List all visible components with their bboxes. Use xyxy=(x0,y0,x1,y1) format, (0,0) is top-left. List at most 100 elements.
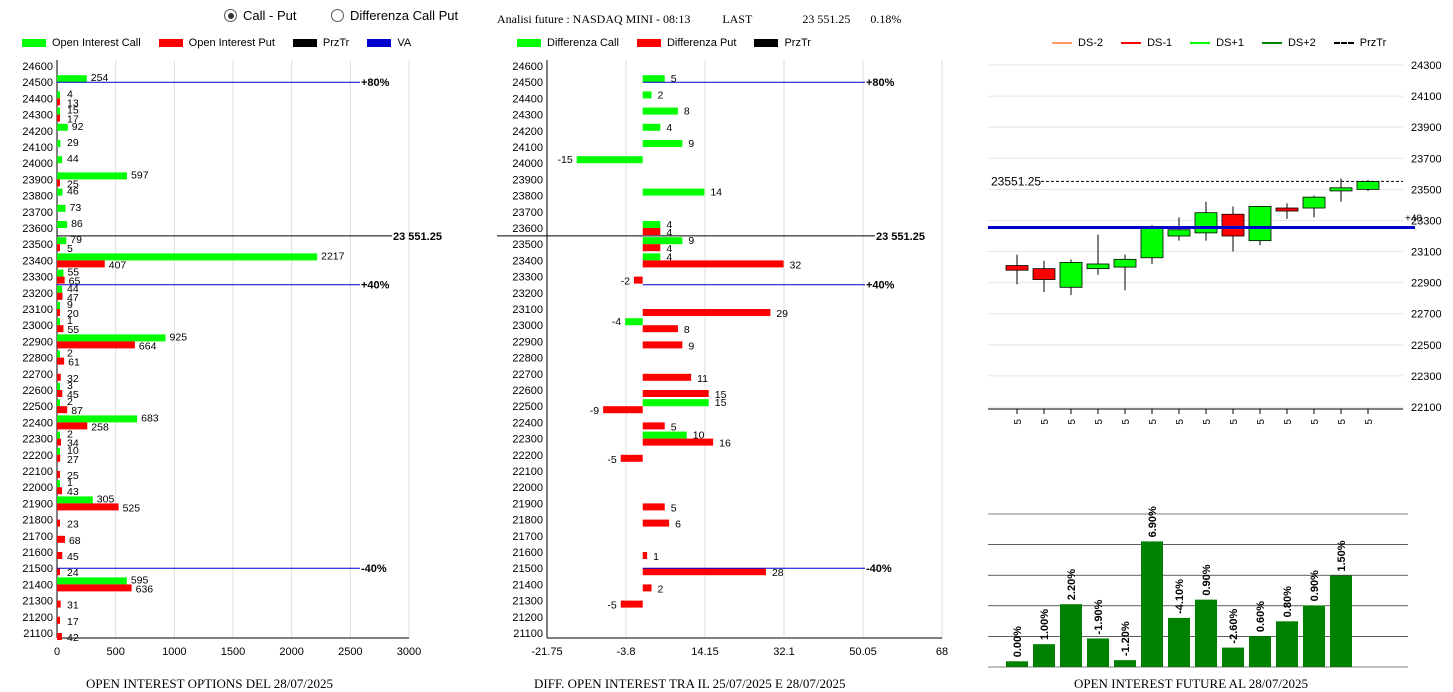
put-diff-bar xyxy=(642,309,771,316)
strike-label: 23200 xyxy=(512,288,543,300)
put-bar-label: 25 xyxy=(67,470,79,482)
put-diff-bar xyxy=(642,373,692,381)
put-bar xyxy=(57,519,60,527)
strike-label: 24200 xyxy=(512,126,543,138)
strike-label: 24100 xyxy=(22,142,53,154)
call-bar-label: 46 xyxy=(67,186,79,198)
future-title: Analisi future : NASDAQ MINI - 08:13 xyxy=(497,12,691,26)
future-bar xyxy=(1114,660,1136,667)
strike-label: 21600 xyxy=(512,547,543,559)
call-bar xyxy=(57,415,138,423)
strike-label: 23300 xyxy=(22,272,53,284)
strike-label: 22000 xyxy=(22,482,53,494)
strike-label: 24400 xyxy=(512,93,543,105)
date-label: 18/07/2025 xyxy=(1175,419,1186,425)
y-tick-label: 23300 xyxy=(1411,215,1442,227)
call-bar-label: 15 xyxy=(67,105,79,117)
put-diff-label: 11 xyxy=(697,373,708,385)
future-bar xyxy=(1141,541,1163,667)
call-bar xyxy=(57,221,68,228)
strike-label: 22900 xyxy=(22,336,53,348)
future-bar xyxy=(1222,647,1244,667)
strike-label: 23500 xyxy=(512,239,543,251)
put-bar-label: 32 xyxy=(67,373,79,385)
call-bar-label: 925 xyxy=(170,331,188,343)
candle-body xyxy=(1167,229,1191,237)
radio-checked-icon[interactable] xyxy=(224,9,237,22)
candle-body xyxy=(1086,263,1110,270)
put-bar-label: 20 xyxy=(67,308,79,320)
put-bar xyxy=(57,584,132,592)
put-diff-label: -5 xyxy=(607,454,616,466)
radio-diff-call-put[interactable]: Differenza Call Put xyxy=(331,8,458,23)
ref-line-label: +80% xyxy=(866,77,895,89)
call-diff-label: 2 xyxy=(658,89,664,101)
strike-label: 23000 xyxy=(22,320,53,332)
call-bar-label: 79 xyxy=(70,234,82,246)
put-bar-label: 87 xyxy=(71,405,83,417)
strike-label: 24100 xyxy=(512,142,543,154)
put-diff-label: 4 xyxy=(666,227,672,239)
candle-body xyxy=(1329,187,1353,192)
future-bar-label: 0.00% xyxy=(1012,626,1024,657)
legend-oi-put: Open Interest Put xyxy=(158,37,275,49)
y-tick-label: 23500 xyxy=(1411,184,1442,196)
strike-label: 22300 xyxy=(512,434,543,446)
strike-label: 24300 xyxy=(22,110,53,122)
legend-oi-call-label: Open Interest Call xyxy=(52,37,141,49)
put-bar xyxy=(57,471,60,478)
legend-va: VA xyxy=(367,37,411,49)
date-label: 28/07/2025 xyxy=(1337,419,1348,425)
legend-ds-m2-label: DS-2 xyxy=(1078,37,1104,49)
put-diff-label: 6 xyxy=(675,519,681,531)
y-tick-label: 24300 xyxy=(1411,60,1442,72)
x-tick-label: 50.05 xyxy=(849,646,877,658)
candle-body xyxy=(1032,268,1056,280)
strike-label: 23800 xyxy=(22,191,53,203)
put-bar-label: 17 xyxy=(67,114,79,126)
put-diff-bar xyxy=(642,390,709,397)
y-tick-label: 24100 xyxy=(1411,91,1442,103)
date-label: 11/07/2025 xyxy=(1040,419,1051,425)
call-diff-bar xyxy=(642,237,683,245)
radio-unchecked-icon[interactable] xyxy=(331,9,344,22)
legend-ds-p1: DS+1 xyxy=(1190,37,1244,49)
put-bar xyxy=(57,325,64,333)
x-tick-label: 500 xyxy=(106,646,124,658)
date-label: 10/07/2025 xyxy=(1013,419,1024,425)
put-bar-label: 23 xyxy=(67,519,79,531)
put-diff-bar xyxy=(620,454,643,462)
last-label: LAST xyxy=(722,12,753,26)
strike-label: 21100 xyxy=(513,628,543,640)
footer-right: OPEN INTEREST FUTURE AL 28/07/2025 xyxy=(1074,676,1309,691)
put-diff-label: 1 xyxy=(653,551,659,563)
radio-call-put[interactable]: Call - Put xyxy=(224,8,296,23)
call-bar-label: 305 xyxy=(97,493,115,505)
strike-label: 23000 xyxy=(512,320,543,332)
call-bar xyxy=(57,75,87,83)
strike-label: 23900 xyxy=(22,174,53,186)
put-bar-label: 17 xyxy=(67,616,79,628)
future-bar-label: -2.60% xyxy=(1228,609,1240,644)
candle-body xyxy=(1221,213,1245,237)
strike-label: 22400 xyxy=(512,417,543,429)
y-tick-label: 23100 xyxy=(1411,247,1442,259)
call-diff-label: 14 xyxy=(710,187,722,199)
strike-label: 22300 xyxy=(22,434,53,446)
call-bar-label: 683 xyxy=(141,412,159,424)
strike-label: 21200 xyxy=(512,612,543,624)
call-bar xyxy=(57,188,63,196)
put-bar-label: 34 xyxy=(67,438,79,450)
legend-diff: Differenza Call Differenza Put PrzTr xyxy=(517,37,829,49)
call-diff-bar xyxy=(642,253,661,261)
legend-diff-call: Differenza Call xyxy=(517,37,619,49)
strike-label: 23700 xyxy=(22,207,53,219)
put-bar-label: 61 xyxy=(68,357,80,369)
call-bar-label: 3 xyxy=(67,380,73,392)
future-bar-label: 2.20% xyxy=(1066,569,1078,600)
put-bar-label: 45 xyxy=(67,389,79,401)
call-bar-label: 86 xyxy=(71,218,83,230)
strike-label: 22100 xyxy=(22,466,53,478)
call-diff-bar xyxy=(576,156,643,164)
call-bar xyxy=(57,350,60,358)
